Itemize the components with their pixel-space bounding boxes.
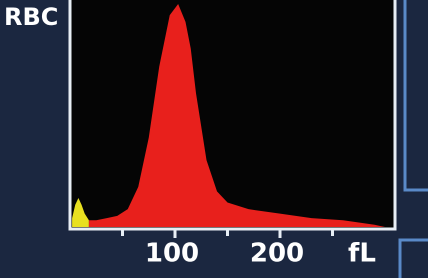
x-axis-label: fL [348, 239, 376, 269]
plot-area [70, 0, 395, 229]
chart-title: RBC [4, 3, 58, 31]
x-tick-label: 100 [145, 239, 199, 269]
screen: 100 200 RBC fL [0, 0, 428, 278]
x-tick-label: 200 [250, 239, 304, 269]
